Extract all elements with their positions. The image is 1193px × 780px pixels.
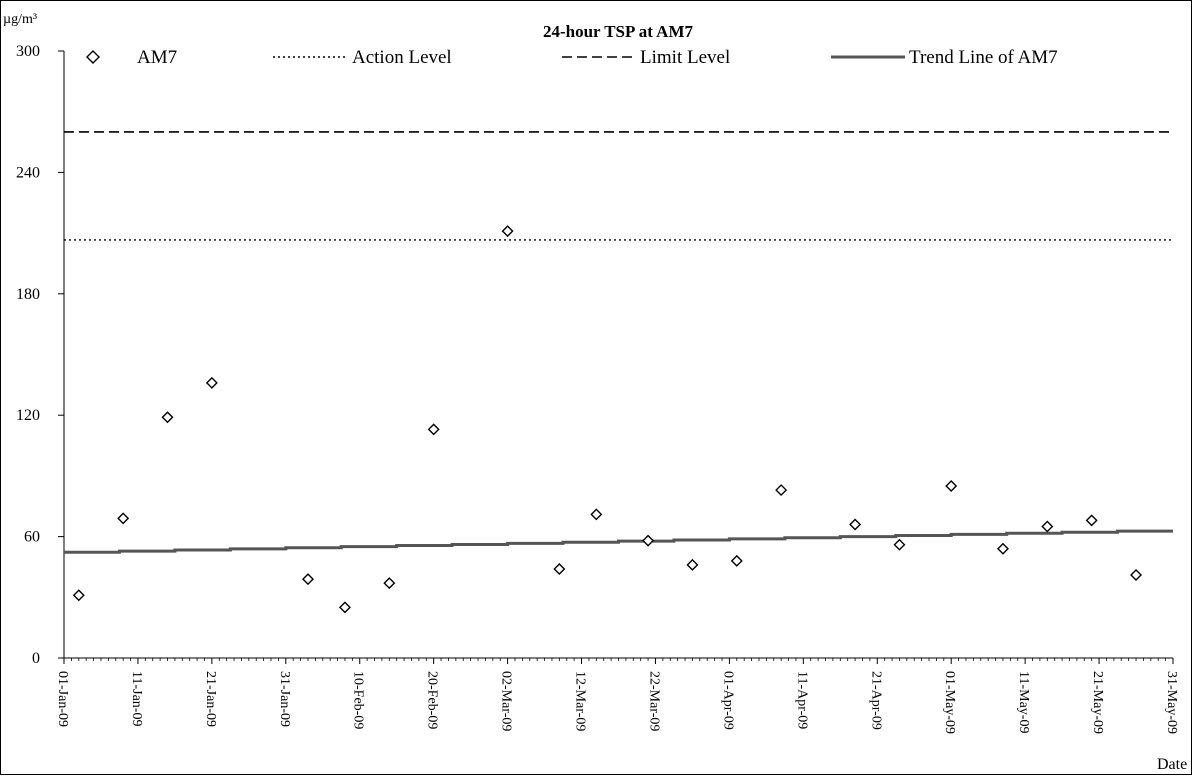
data-point-diamond: [642, 534, 655, 547]
y-unit-label: µg/m³: [3, 12, 37, 27]
data-point-diamond: [427, 423, 440, 436]
data-point-diamond: [590, 508, 603, 521]
data-point-diamond: [1041, 520, 1054, 533]
x-tick-label: 01-Jan-09: [55, 671, 70, 727]
y-tick-label: 120: [16, 407, 40, 424]
legend-label-limit-level: Limit Level: [640, 47, 730, 68]
x-tick-label: 01-May-09: [942, 671, 957, 734]
x-tick-label: 31-May-09: [1164, 671, 1179, 734]
x-tick-label: 31-Jan-09: [277, 671, 292, 727]
legend-item-limit-level: Limit Level: [562, 47, 730, 68]
reference-lines: [64, 131, 1173, 241]
x-tick-label: 21-May-09: [1090, 671, 1105, 734]
x-tick-label: 11-Apr-09: [794, 671, 809, 729]
x-tick-label: 10-Feb-09: [351, 671, 366, 729]
data-point-diamond: [686, 558, 699, 571]
trend-line: [64, 529, 1173, 554]
legend: AM7 Action Level Limit Level Trend Line …: [86, 47, 1058, 68]
data-point-diamond: [1130, 569, 1143, 582]
data-point-diamond: [338, 601, 351, 614]
data-point-diamond: [775, 484, 788, 497]
x-tick-label: 11-May-09: [1016, 671, 1031, 733]
data-point-diamond: [893, 538, 906, 551]
data-point-diamond: [383, 577, 396, 590]
legend-item-action-level: Action Level: [273, 47, 452, 68]
data-point-diamond: [117, 512, 130, 525]
x-tick-label: 01-Apr-09: [720, 671, 735, 730]
y-tick-label: 180: [16, 286, 40, 303]
data-point-diamond: [730, 554, 743, 567]
legend-item-am7: AM7: [86, 47, 177, 68]
data-point-diamond: [849, 518, 862, 531]
y-tick-label: 300: [16, 43, 40, 60]
legend-item-trend-line: Trend Line of AM7: [831, 47, 1058, 68]
data-point-diamond: [161, 411, 174, 424]
data-point-diamond: [996, 542, 1009, 555]
chart-title: 24-hour TSP at AM7: [543, 22, 694, 41]
x-tick-label: 21-Jan-09: [203, 671, 218, 727]
data-point-diamond: [301, 573, 314, 586]
x-tick-label: 11-Jan-09: [129, 671, 144, 726]
trend-line-path: [64, 529, 1173, 554]
y-tick-labels: 0 60 120 180 240 300: [16, 43, 40, 667]
y-tick-label: 240: [16, 164, 40, 181]
data-point-diamond: [553, 562, 566, 575]
x-tick-label: 21-Apr-09: [868, 671, 883, 730]
data-point-diamond: [1085, 514, 1098, 527]
legend-label-action-level: Action Level: [352, 47, 452, 68]
data-point-diamond: [72, 589, 85, 602]
data-point-diamond: [501, 225, 514, 238]
x-tick-label: 20-Feb-09: [425, 671, 440, 729]
axes: [58, 50, 1174, 664]
legend-label-am7: AM7: [137, 47, 177, 68]
data-points: [72, 225, 1143, 614]
x-tick-labels: 01-Jan-09 11-Jan-09 21-Jan-09 31-Jan-09 10-F…: [55, 671, 1179, 734]
data-point-diamond: [205, 376, 218, 389]
legend-marker-diamond: [86, 50, 100, 64]
x-tick-label: 12-Mar-09: [573, 671, 588, 731]
y-tick-label: 0: [32, 650, 40, 667]
x-tick-label: 02-Mar-09: [499, 671, 514, 731]
legend-label-trend-line: Trend Line of AM7: [909, 47, 1058, 68]
data-point-diamond: [945, 480, 958, 493]
x-tick-label: 22-Mar-09: [646, 671, 661, 731]
y-tick-label: 60: [24, 529, 40, 546]
x-axis-label: Date: [1157, 756, 1187, 773]
